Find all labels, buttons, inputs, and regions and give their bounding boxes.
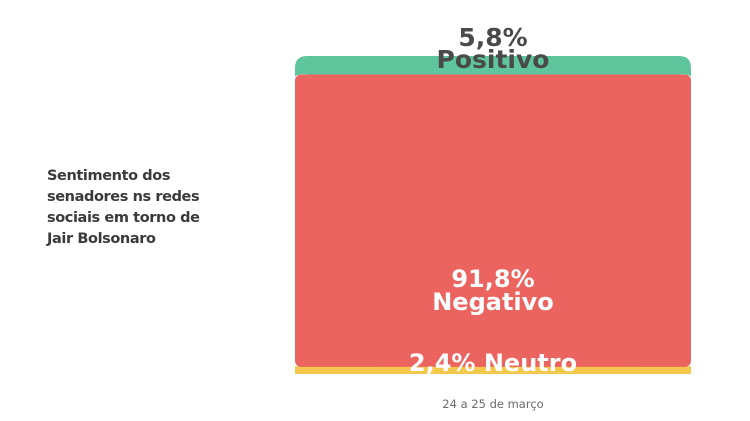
positivo-name-label: Positivo <box>437 45 550 74</box>
negativo-value-label: 91,8% <box>451 265 534 293</box>
negativo-name-label: Negativo <box>432 288 554 316</box>
bar-segment-neutro <box>295 366 691 374</box>
chart-title: Sentimento dos senadores ns redes sociai… <box>47 168 200 247</box>
positivo-value-label: 5,8% <box>458 23 527 52</box>
bar-segment-positivo <box>295 56 691 77</box>
bar-segment-negativo <box>295 74 691 367</box>
x-category-label: 24 a 25 de março <box>442 397 544 411</box>
neutro-label: 2,4% Neutro <box>409 349 577 377</box>
